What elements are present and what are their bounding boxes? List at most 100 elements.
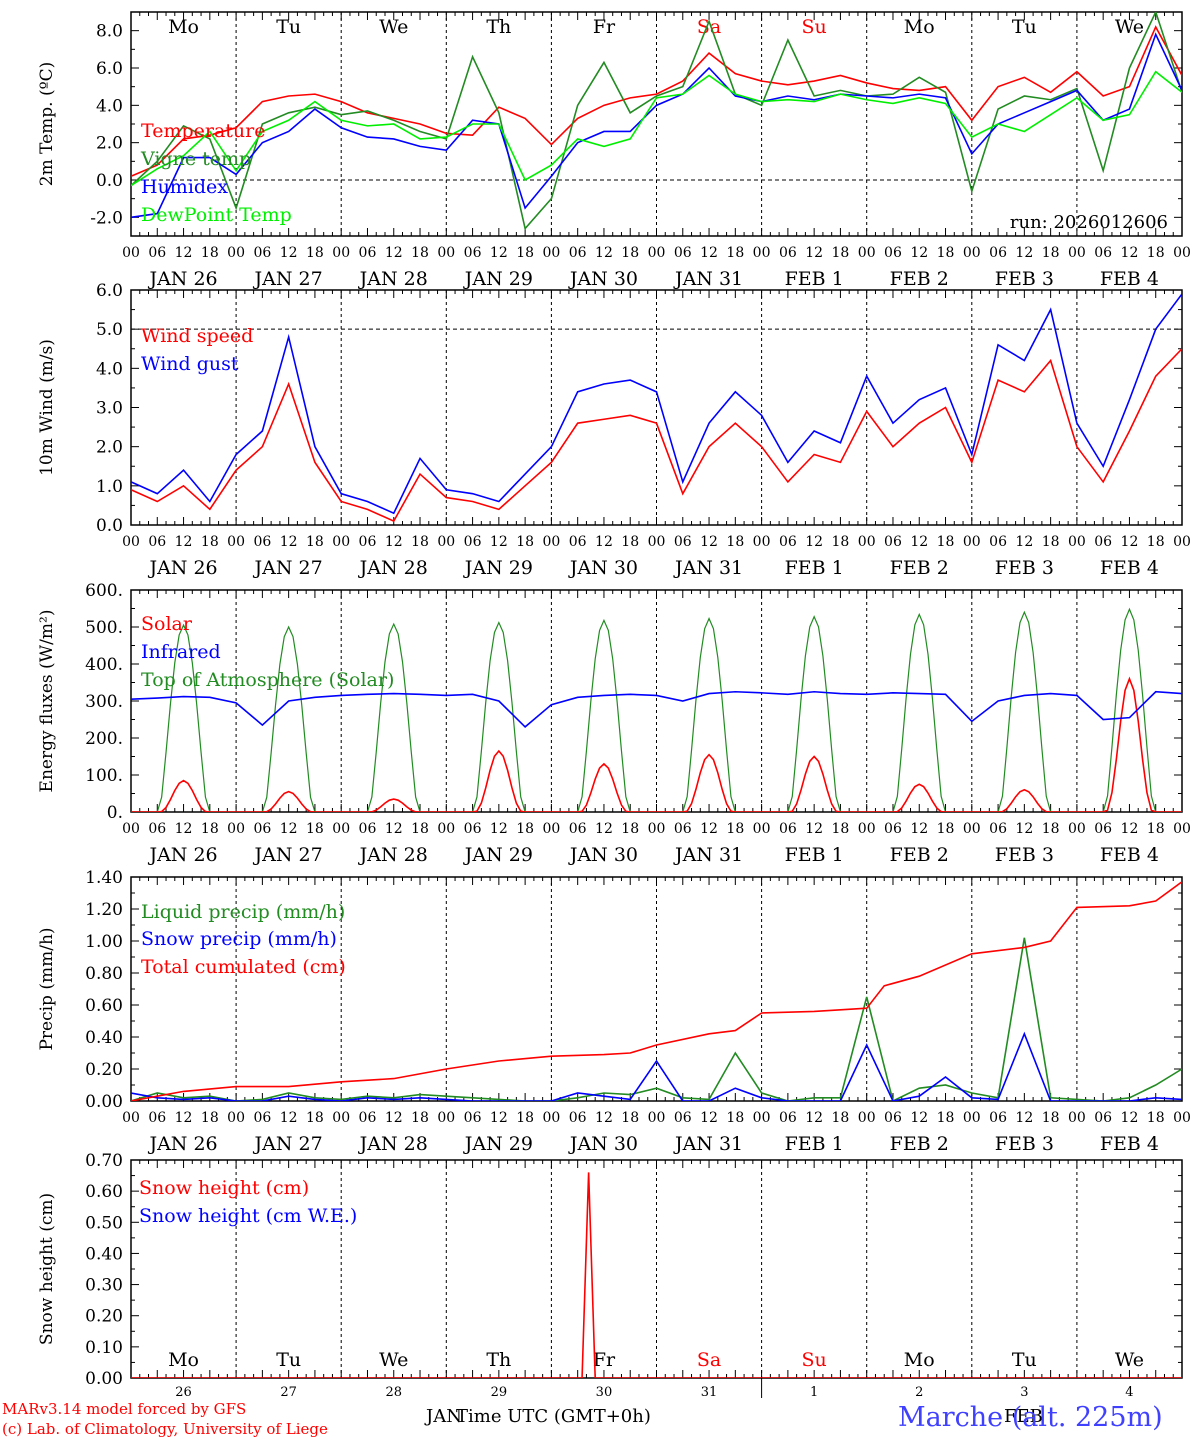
hour-label: 12 bbox=[700, 534, 718, 550]
date-label: JAN 26 bbox=[147, 268, 217, 290]
hour-label: 18 bbox=[937, 821, 955, 837]
hour-label: 18 bbox=[306, 1110, 324, 1126]
date-label: JAN 31 bbox=[673, 268, 743, 290]
y-tick-label: 8.0 bbox=[96, 22, 123, 42]
hour-label: 12 bbox=[490, 245, 508, 261]
y-tick-label: 100. bbox=[85, 766, 123, 786]
hour-label: 12 bbox=[175, 821, 193, 837]
hour-label: 06 bbox=[359, 245, 377, 261]
hour-label: 00 bbox=[122, 1110, 140, 1126]
hour-label: 12 bbox=[490, 821, 508, 837]
hour-label: 00 bbox=[332, 1110, 350, 1126]
hour-label: 00 bbox=[1068, 245, 1086, 261]
series-line-toa-solar bbox=[131, 607, 1182, 812]
weekday-label: Su bbox=[802, 1349, 827, 1371]
weekday-label: Mo bbox=[904, 1349, 935, 1371]
hour-label: 18 bbox=[621, 534, 639, 550]
y-tick-label: 5.0 bbox=[96, 320, 123, 340]
date-label: FEB 2 bbox=[890, 268, 949, 290]
y-tick-label: 4.0 bbox=[96, 359, 123, 379]
hour-label: 18 bbox=[201, 821, 219, 837]
y-tick-label: 0.80 bbox=[85, 964, 123, 984]
hour-label: 00 bbox=[122, 534, 140, 550]
weekday-label: Mo bbox=[904, 16, 935, 38]
y-tick-label: 0.0 bbox=[96, 516, 123, 536]
hour-label: 18 bbox=[1042, 821, 1060, 837]
weekday-label: Mo bbox=[168, 16, 199, 38]
month-label-jan: JAN bbox=[426, 1406, 462, 1427]
y-tick-label: 0.10 bbox=[85, 1338, 123, 1358]
hour-label: 06 bbox=[779, 245, 797, 261]
date-label: JAN 30 bbox=[568, 268, 638, 290]
date-label: JAN 27 bbox=[253, 1133, 323, 1155]
date-label: JAN 26 bbox=[147, 1133, 217, 1155]
hour-label: 00 bbox=[858, 1110, 876, 1126]
y-tick-label: 6.0 bbox=[96, 59, 123, 79]
hour-label: 00 bbox=[753, 1110, 771, 1126]
hour-label: 18 bbox=[621, 821, 639, 837]
hour-label: 12 bbox=[595, 245, 613, 261]
hour-label: 12 bbox=[280, 534, 298, 550]
hour-label: 06 bbox=[989, 1110, 1007, 1126]
hour-label: 12 bbox=[280, 1110, 298, 1126]
date-label: FEB 4 bbox=[1100, 1133, 1159, 1155]
y-tick-label: 6.0 bbox=[96, 281, 123, 301]
hour-label: 18 bbox=[832, 534, 850, 550]
y-axis-label: Precip (mm/h) bbox=[37, 927, 57, 1050]
hour-label: 18 bbox=[621, 1110, 639, 1126]
hour-label: 18 bbox=[832, 245, 850, 261]
series-line-total-cumulated-cm- bbox=[131, 881, 1182, 1101]
legend-entry: Total cumulated (cm) bbox=[141, 956, 346, 978]
weekday-label: We bbox=[379, 1349, 408, 1371]
hour-label: 00 bbox=[227, 1110, 245, 1126]
hour-label: 12 bbox=[1015, 821, 1033, 837]
hour-label: 18 bbox=[1042, 1110, 1060, 1126]
y-tick-label: 0.40 bbox=[85, 1028, 123, 1048]
day-number-label: 3 bbox=[1020, 1385, 1028, 1400]
hour-label: 12 bbox=[385, 1110, 403, 1126]
hour-label: 00 bbox=[332, 245, 350, 261]
hour-label: 12 bbox=[1121, 245, 1139, 261]
date-label: FEB 4 bbox=[1100, 268, 1159, 290]
hour-label: 18 bbox=[516, 245, 534, 261]
y-tick-label: -2.0 bbox=[90, 208, 123, 228]
y-tick-label: 0.60 bbox=[85, 1182, 123, 1202]
hour-label: 06 bbox=[674, 245, 692, 261]
date-label: FEB 2 bbox=[890, 844, 949, 866]
y-tick-label: 0.40 bbox=[85, 1244, 123, 1264]
date-label: JAN 28 bbox=[358, 1133, 428, 1155]
weekday-label: Fr bbox=[593, 16, 616, 38]
series-line-snow-precip-mm-h- bbox=[131, 1031, 1182, 1101]
hour-label: 12 bbox=[805, 1110, 823, 1126]
hour-label: 12 bbox=[1015, 245, 1033, 261]
hour-label: 18 bbox=[411, 534, 429, 550]
date-label: JAN 27 bbox=[253, 557, 323, 579]
y-tick-label: 400. bbox=[85, 655, 123, 675]
hour-label: 12 bbox=[910, 534, 928, 550]
date-label: JAN 30 bbox=[568, 844, 638, 866]
hour-label: 00 bbox=[1068, 1110, 1086, 1126]
series-line-wind-speed bbox=[131, 348, 1182, 523]
date-label: JAN 31 bbox=[673, 557, 743, 579]
hour-label: 00 bbox=[227, 821, 245, 837]
hour-label: 00 bbox=[963, 534, 981, 550]
hour-label: 06 bbox=[884, 245, 902, 261]
hour-label: 06 bbox=[1094, 1110, 1112, 1126]
legend-entry: Solar bbox=[141, 613, 193, 635]
weekday-label: Tu bbox=[1012, 1349, 1037, 1371]
date-label: JAN 29 bbox=[463, 1133, 533, 1155]
hour-label: 12 bbox=[910, 245, 928, 261]
hour-label: 06 bbox=[148, 245, 166, 261]
hour-label: 18 bbox=[516, 534, 534, 550]
hour-label: 00 bbox=[122, 245, 140, 261]
y-tick-label: 1.40 bbox=[85, 868, 123, 888]
y-tick-label: 1.20 bbox=[85, 900, 123, 920]
date-label: FEB 2 bbox=[890, 1133, 949, 1155]
hour-label: 12 bbox=[490, 1110, 508, 1126]
hour-label: 18 bbox=[1042, 534, 1060, 550]
hour-label: 12 bbox=[490, 534, 508, 550]
hour-label: 06 bbox=[464, 821, 482, 837]
hour-label: 00 bbox=[648, 821, 666, 837]
hour-label: 00 bbox=[437, 534, 455, 550]
hour-label: 18 bbox=[726, 821, 744, 837]
